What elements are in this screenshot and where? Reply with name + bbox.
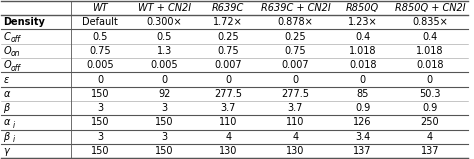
Text: 50.3: 50.3 [419, 89, 440, 99]
Text: 3: 3 [97, 103, 103, 113]
Text: 0.9: 0.9 [355, 103, 370, 113]
Text: 0: 0 [225, 75, 231, 84]
Text: R639C: R639C [212, 3, 245, 13]
Text: 137: 137 [354, 146, 372, 156]
Text: off: off [11, 64, 21, 73]
Text: 150: 150 [91, 146, 109, 156]
Text: 0.4: 0.4 [422, 31, 438, 41]
Text: 110: 110 [219, 118, 237, 128]
Text: 3: 3 [97, 132, 103, 142]
Text: 1.018: 1.018 [349, 46, 376, 56]
Text: 0.5: 0.5 [156, 31, 172, 41]
Text: 85: 85 [356, 89, 369, 99]
Text: 3.7: 3.7 [288, 103, 303, 113]
Text: 150: 150 [91, 89, 109, 99]
Text: 0.005: 0.005 [86, 60, 114, 70]
Text: 0: 0 [292, 75, 299, 84]
Text: Default: Default [82, 17, 118, 27]
Text: 0.4: 0.4 [355, 31, 370, 41]
Text: O: O [3, 60, 11, 70]
Text: 0.005: 0.005 [150, 60, 178, 70]
Text: α: α [3, 89, 10, 99]
Text: 3: 3 [161, 103, 167, 113]
Text: 0: 0 [161, 75, 167, 84]
Text: R850Q + CN2I: R850Q + CN2I [394, 3, 465, 13]
Text: 0.75: 0.75 [284, 46, 306, 56]
Text: 3.4: 3.4 [355, 132, 370, 142]
Text: β: β [3, 103, 10, 113]
Text: 0.878×: 0.878× [278, 17, 313, 27]
Text: 0: 0 [360, 75, 366, 84]
Text: WT: WT [92, 3, 108, 13]
Text: 0: 0 [97, 75, 103, 84]
Text: 277.5: 277.5 [214, 89, 242, 99]
Text: 150: 150 [155, 146, 173, 156]
Text: 0.75: 0.75 [89, 46, 111, 56]
Text: 3: 3 [161, 132, 167, 142]
Text: ε: ε [3, 75, 9, 84]
Text: R850Q: R850Q [346, 3, 379, 13]
Text: 137: 137 [420, 146, 439, 156]
Text: i: i [13, 135, 15, 144]
Text: R639C + CN2I: R639C + CN2I [261, 3, 330, 13]
Text: 0.007: 0.007 [282, 60, 309, 70]
Text: 0.25: 0.25 [218, 31, 239, 41]
Text: 126: 126 [354, 118, 372, 128]
Text: off: off [11, 35, 21, 44]
Text: β: β [3, 132, 10, 142]
Text: 0.5: 0.5 [92, 31, 108, 41]
Text: 0.300×: 0.300× [146, 17, 182, 27]
Text: 1.018: 1.018 [416, 46, 444, 56]
Text: on: on [11, 49, 20, 58]
Text: 4: 4 [292, 132, 299, 142]
Text: i: i [13, 121, 15, 130]
Text: 0.007: 0.007 [214, 60, 242, 70]
Text: 250: 250 [420, 118, 439, 128]
Text: C: C [3, 31, 10, 41]
Text: 110: 110 [286, 118, 305, 128]
Text: Density: Density [3, 17, 46, 27]
Text: 1.23×: 1.23× [348, 17, 377, 27]
Text: 130: 130 [286, 146, 305, 156]
Text: α: α [3, 118, 10, 128]
Text: 0.835×: 0.835× [412, 17, 448, 27]
Text: 3.7: 3.7 [220, 103, 236, 113]
Text: 150: 150 [91, 118, 109, 128]
Text: 1.72×: 1.72× [213, 17, 243, 27]
Text: γ: γ [3, 146, 9, 156]
Text: 0.75: 0.75 [218, 46, 239, 56]
Text: 92: 92 [158, 89, 170, 99]
Text: 130: 130 [219, 146, 237, 156]
Text: WT + CN2I: WT + CN2I [137, 3, 191, 13]
Text: 0.25: 0.25 [284, 31, 306, 41]
Text: 150: 150 [155, 118, 173, 128]
Text: 4: 4 [427, 132, 433, 142]
Text: O: O [3, 46, 11, 56]
Text: 0: 0 [427, 75, 433, 84]
Text: 4: 4 [225, 132, 231, 142]
Text: 277.5: 277.5 [282, 89, 310, 99]
Text: 0.018: 0.018 [416, 60, 444, 70]
Text: 0.018: 0.018 [349, 60, 376, 70]
Text: 0.9: 0.9 [422, 103, 438, 113]
Text: 1.3: 1.3 [156, 46, 172, 56]
